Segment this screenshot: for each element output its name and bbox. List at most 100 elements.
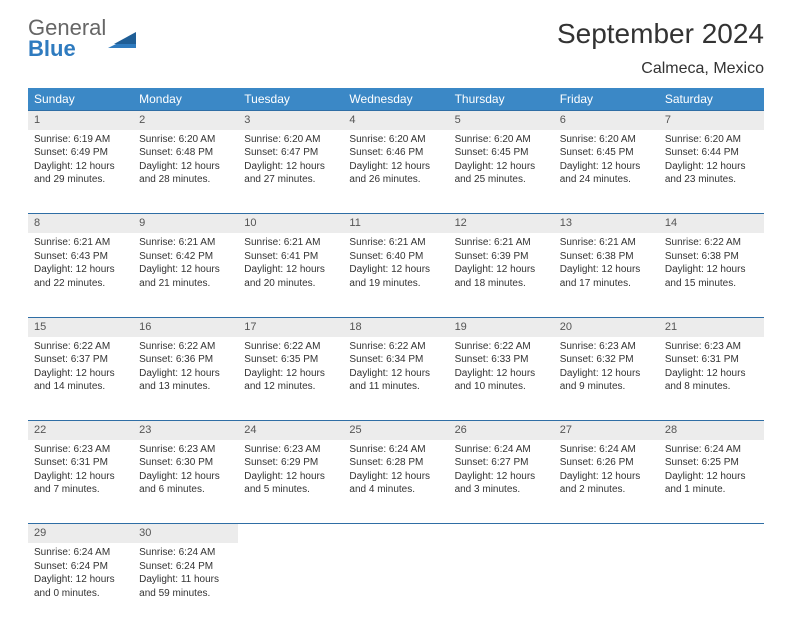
- sunrise-text: Sunrise: 6:21 AM: [34, 236, 127, 250]
- day-info-row: Sunrise: 6:21 AMSunset: 6:43 PMDaylight:…: [28, 233, 764, 317]
- daylight-text-1: Daylight: 12 hours: [139, 160, 232, 174]
- daylight-text-1: Daylight: 12 hours: [665, 263, 758, 277]
- daylight-text-1: Daylight: 12 hours: [244, 367, 337, 381]
- day-info: Sunrise: 6:23 AMSunset: 6:30 PMDaylight:…: [133, 440, 238, 524]
- empty-cell: [238, 543, 343, 627]
- empty-cell: [659, 524, 764, 543]
- sunset-text: Sunset: 6:29 PM: [244, 456, 337, 470]
- day-info: Sunrise: 6:22 AMSunset: 6:37 PMDaylight:…: [28, 337, 133, 421]
- daylight-text-2: and 17 minutes.: [560, 277, 653, 291]
- daylight-text-1: Daylight: 12 hours: [34, 263, 127, 277]
- daylight-text-2: and 21 minutes.: [139, 277, 232, 291]
- location-label: Calmeca, Mexico: [557, 60, 764, 78]
- sunrise-text: Sunrise: 6:24 AM: [349, 443, 442, 457]
- day-info: Sunrise: 6:23 AMSunset: 6:29 PMDaylight:…: [238, 440, 343, 524]
- brand-text: General Blue: [28, 18, 106, 60]
- day-info: Sunrise: 6:20 AMSunset: 6:46 PMDaylight:…: [343, 130, 448, 214]
- day-info-row: Sunrise: 6:22 AMSunset: 6:37 PMDaylight:…: [28, 337, 764, 421]
- day-number-row: 15161718192021: [28, 317, 764, 336]
- sunrise-text: Sunrise: 6:20 AM: [349, 133, 442, 147]
- day-number: 27: [554, 421, 659, 440]
- sunset-text: Sunset: 6:28 PM: [349, 456, 442, 470]
- day-number-row: 1234567: [28, 111, 764, 130]
- sunset-text: Sunset: 6:24 PM: [139, 560, 232, 574]
- sunrise-text: Sunrise: 6:24 AM: [139, 546, 232, 560]
- daylight-text-1: Daylight: 12 hours: [560, 160, 653, 174]
- day-number: 24: [238, 421, 343, 440]
- sunrise-text: Sunrise: 6:21 AM: [244, 236, 337, 250]
- daylight-text-1: Daylight: 12 hours: [244, 160, 337, 174]
- sunset-text: Sunset: 6:47 PM: [244, 146, 337, 160]
- calendar-table: SundayMondayTuesdayWednesdayThursdayFrid…: [28, 88, 764, 627]
- daylight-text-2: and 3 minutes.: [455, 483, 548, 497]
- day-number: 30: [133, 524, 238, 543]
- daylight-text-1: Daylight: 12 hours: [349, 263, 442, 277]
- sunrise-text: Sunrise: 6:24 AM: [560, 443, 653, 457]
- sunset-text: Sunset: 6:31 PM: [665, 353, 758, 367]
- day-info: Sunrise: 6:21 AMSunset: 6:38 PMDaylight:…: [554, 233, 659, 317]
- day-info: Sunrise: 6:20 AMSunset: 6:45 PMDaylight:…: [449, 130, 554, 214]
- day-info-row: Sunrise: 6:23 AMSunset: 6:31 PMDaylight:…: [28, 440, 764, 524]
- daylight-text-2: and 19 minutes.: [349, 277, 442, 291]
- day-info: Sunrise: 6:22 AMSunset: 6:36 PMDaylight:…: [133, 337, 238, 421]
- sunrise-text: Sunrise: 6:20 AM: [139, 133, 232, 147]
- day-number: 20: [554, 317, 659, 336]
- day-number: 3: [238, 111, 343, 130]
- day-number: 1: [28, 111, 133, 130]
- day-info: Sunrise: 6:24 AMSunset: 6:24 PMDaylight:…: [133, 543, 238, 627]
- empty-cell: [449, 524, 554, 543]
- day-number: 7: [659, 111, 764, 130]
- day-info: Sunrise: 6:20 AMSunset: 6:45 PMDaylight:…: [554, 130, 659, 214]
- daylight-text-1: Daylight: 12 hours: [34, 367, 127, 381]
- daylight-text-2: and 28 minutes.: [139, 173, 232, 187]
- sunrise-text: Sunrise: 6:24 AM: [455, 443, 548, 457]
- daylight-text-1: Daylight: 12 hours: [349, 160, 442, 174]
- day-number: 26: [449, 421, 554, 440]
- sunset-text: Sunset: 6:24 PM: [34, 560, 127, 574]
- daylight-text-2: and 8 minutes.: [665, 380, 758, 394]
- day-number-row: 2930: [28, 524, 764, 543]
- day-number: 29: [28, 524, 133, 543]
- daylight-text-2: and 7 minutes.: [34, 483, 127, 497]
- empty-cell: [343, 524, 448, 543]
- weekday-header: Tuesday: [238, 88, 343, 111]
- daylight-text-2: and 13 minutes.: [139, 380, 232, 394]
- sunset-text: Sunset: 6:46 PM: [349, 146, 442, 160]
- day-number: 23: [133, 421, 238, 440]
- daylight-text-2: and 20 minutes.: [244, 277, 337, 291]
- sunrise-text: Sunrise: 6:22 AM: [665, 236, 758, 250]
- sunrise-text: Sunrise: 6:19 AM: [34, 133, 127, 147]
- sunrise-text: Sunrise: 6:20 AM: [665, 133, 758, 147]
- weekday-header: Saturday: [659, 88, 764, 111]
- brand-triangle-icon: [108, 30, 136, 48]
- daylight-text-1: Daylight: 12 hours: [560, 263, 653, 277]
- daylight-text-1: Daylight: 12 hours: [665, 367, 758, 381]
- daylight-text-2: and 11 minutes.: [349, 380, 442, 394]
- sunrise-text: Sunrise: 6:22 AM: [455, 340, 548, 354]
- weekday-header: Friday: [554, 88, 659, 111]
- daylight-text-2: and 2 minutes.: [560, 483, 653, 497]
- day-number: 5: [449, 111, 554, 130]
- daylight-text-1: Daylight: 12 hours: [34, 573, 127, 587]
- weekday-header: Thursday: [449, 88, 554, 111]
- sunrise-text: Sunrise: 6:20 AM: [244, 133, 337, 147]
- day-info: Sunrise: 6:21 AMSunset: 6:42 PMDaylight:…: [133, 233, 238, 317]
- sunrise-text: Sunrise: 6:20 AM: [455, 133, 548, 147]
- day-number: 9: [133, 214, 238, 233]
- daylight-text-2: and 10 minutes.: [455, 380, 548, 394]
- daylight-text-1: Daylight: 12 hours: [349, 470, 442, 484]
- daylight-text-2: and 29 minutes.: [34, 173, 127, 187]
- daylight-text-1: Daylight: 12 hours: [455, 470, 548, 484]
- sunset-text: Sunset: 6:39 PM: [455, 250, 548, 264]
- empty-cell: [238, 524, 343, 543]
- sunset-text: Sunset: 6:43 PM: [34, 250, 127, 264]
- sunset-text: Sunset: 6:32 PM: [560, 353, 653, 367]
- daylight-text-2: and 27 minutes.: [244, 173, 337, 187]
- day-info-row: Sunrise: 6:24 AMSunset: 6:24 PMDaylight:…: [28, 543, 764, 627]
- daylight-text-1: Daylight: 12 hours: [139, 263, 232, 277]
- sunrise-text: Sunrise: 6:21 AM: [349, 236, 442, 250]
- sunrise-text: Sunrise: 6:22 AM: [349, 340, 442, 354]
- sunset-text: Sunset: 6:36 PM: [139, 353, 232, 367]
- sunrise-text: Sunrise: 6:24 AM: [665, 443, 758, 457]
- empty-cell: [554, 543, 659, 627]
